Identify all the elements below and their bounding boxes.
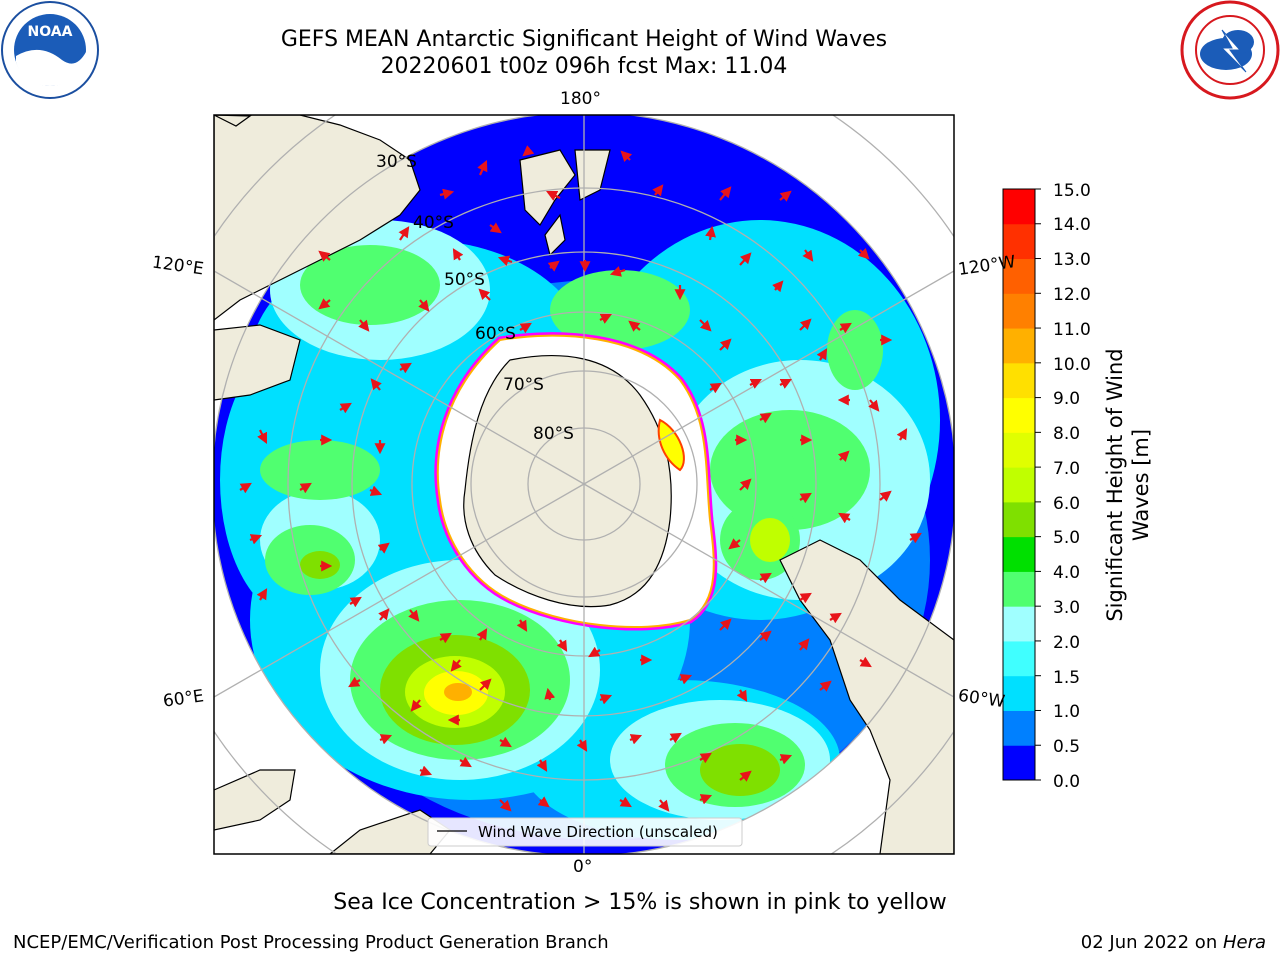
lat-label-50s: 50°S bbox=[444, 270, 485, 290]
colorbar-segment bbox=[1003, 675, 1035, 711]
chart-subtitle: 20220601 t00z 096h fcst Max: 11.04 bbox=[380, 54, 788, 79]
colorbar-tick: 10.0 bbox=[1053, 355, 1091, 375]
colorbar-tick: 6.0 bbox=[1053, 494, 1081, 514]
colorbar-segment bbox=[1003, 501, 1035, 538]
lat-label-40s: 40°S bbox=[413, 213, 454, 233]
colorbar-segment bbox=[1003, 640, 1035, 677]
colorbar-tick: 14.0 bbox=[1053, 215, 1091, 235]
legend-text: Wind Wave Direction (unscaled) bbox=[478, 823, 718, 841]
colorbar-segment bbox=[1003, 571, 1035, 607]
colorbar-tick: 3.0 bbox=[1053, 598, 1081, 618]
colorbar-segment bbox=[1003, 362, 1035, 399]
footer-date-text: 02 Jun 2022 on bbox=[1080, 932, 1223, 953]
colorbar-frame bbox=[1002, 188, 1036, 781]
colorbar-tick: 7.0 bbox=[1053, 459, 1081, 479]
colorbar-segment bbox=[1003, 293, 1035, 329]
wind-wave-arrows bbox=[239, 145, 922, 812]
colorbar-segment bbox=[1003, 432, 1035, 468]
colorbar bbox=[1002, 188, 1041, 781]
colorbar-segment bbox=[1003, 189, 1035, 225]
lat-label-70s: 70°S bbox=[503, 375, 544, 395]
colorbar-tick: 11.0 bbox=[1053, 320, 1091, 340]
colorbar-tick: 1.5 bbox=[1053, 668, 1081, 688]
colorbar-tick: 0.5 bbox=[1053, 737, 1081, 757]
graticule bbox=[214, 115, 954, 854]
colorbar-segment bbox=[1003, 536, 1035, 572]
noaa-logo-text: NOAA bbox=[28, 24, 73, 40]
colorbar-tick: 8.0 bbox=[1053, 424, 1081, 444]
colorbar-label: Significant Height of Wind Waves [m] bbox=[1103, 348, 1153, 622]
colorbar-segment bbox=[1003, 467, 1035, 503]
polar-map bbox=[213, 114, 955, 855]
colorbar-segment bbox=[1003, 328, 1035, 364]
colorbar-segment bbox=[1003, 397, 1035, 433]
colorbar-tick: 1.0 bbox=[1053, 702, 1081, 722]
colorbar-tick: 2.0 bbox=[1053, 633, 1081, 653]
colorbar-segment bbox=[1003, 606, 1035, 642]
lat-label-60s: 60°S bbox=[475, 324, 516, 344]
footer-host: Hera bbox=[1222, 932, 1266, 953]
colorbar-segment bbox=[1003, 710, 1035, 746]
nws-logo bbox=[1180, 0, 1280, 100]
lat-label-80s: 80°S bbox=[533, 424, 574, 444]
colorbar-tick: 5.0 bbox=[1053, 528, 1081, 548]
land bbox=[214, 115, 954, 854]
footer-date: 02 Jun 2022 on Hera bbox=[1081, 932, 1266, 953]
colorbar-tick: 12.0 bbox=[1053, 285, 1091, 305]
colorbar-segment bbox=[1003, 745, 1035, 781]
colorbar-tick: 13.0 bbox=[1053, 250, 1091, 270]
colorbar-tick: 9.0 bbox=[1053, 389, 1081, 409]
footer-credit: NCEP/EMC/Verification Post Processing Pr… bbox=[13, 932, 609, 953]
lat-label-30s: 30°S bbox=[376, 152, 417, 172]
lon-label-180: 180° bbox=[560, 89, 601, 109]
map-legend: Wind Wave Direction (unscaled) bbox=[427, 817, 743, 847]
colorbar-segment bbox=[1003, 258, 1035, 294]
sea-ice-caption: Sea Ice Concentration > 15% is shown in … bbox=[333, 890, 947, 915]
colorbar-tick: 4.0 bbox=[1053, 563, 1081, 583]
chart-title: GEFS MEAN Antarctic Significant Height o… bbox=[280, 27, 888, 52]
colorbar-tick: 0.0 bbox=[1053, 772, 1081, 792]
noaa-logo: NOAA bbox=[1, 1, 99, 99]
colorbar-segment bbox=[1003, 223, 1035, 260]
colorbar-tick: 15.0 bbox=[1053, 181, 1091, 201]
antarctica bbox=[434, 332, 718, 631]
lon-label-0: 0° bbox=[573, 857, 593, 877]
